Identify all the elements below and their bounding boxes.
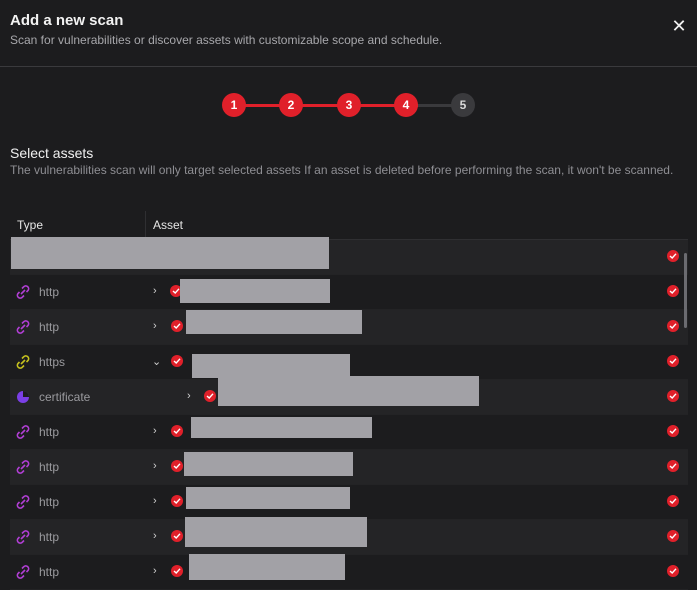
check-circle-icon[interactable] — [171, 495, 183, 507]
redacted-asset — [186, 310, 362, 334]
check-circle-icon[interactable] — [667, 355, 679, 367]
step-3[interactable]: 3 — [337, 93, 361, 117]
link-icon — [16, 425, 30, 439]
type-label: http — [39, 460, 60, 474]
check-circle-icon[interactable] — [667, 530, 679, 542]
redacted-asset — [218, 376, 479, 406]
column-header-type: Type — [17, 218, 44, 232]
check-circle-icon[interactable] — [171, 530, 183, 542]
modal-header: Add a new scan Scan for vulnerabilities … — [0, 0, 697, 67]
link-icon — [16, 565, 30, 579]
check-circle-icon[interactable] — [667, 390, 679, 402]
table-row[interactable]: http › — [10, 310, 688, 345]
check-circle-icon[interactable] — [667, 285, 679, 297]
type-label: http — [39, 565, 60, 579]
step-4[interactable]: 4 — [394, 93, 418, 117]
redacted-asset — [11, 237, 329, 269]
chevron-right-icon[interactable]: › — [153, 495, 157, 507]
check-circle-icon[interactable] — [171, 355, 183, 367]
check-circle-icon[interactable] — [667, 495, 679, 507]
scrollbar[interactable] — [684, 253, 687, 328]
check-circle-icon[interactable] — [171, 425, 183, 437]
chevron-right-icon[interactable]: › — [153, 565, 157, 577]
check-circle-icon[interactable] — [667, 320, 679, 332]
table-row[interactable]: http › — [10, 415, 688, 450]
table-row[interactable]: https ⌄ — [10, 345, 688, 380]
redacted-asset — [192, 354, 350, 378]
table-row[interactable]: certificate › — [10, 376, 688, 415]
type-label: http — [39, 320, 60, 334]
link-icon — [16, 320, 30, 334]
chevron-down-icon[interactable]: ⌄ — [152, 356, 162, 368]
check-circle-icon[interactable] — [667, 460, 679, 472]
check-circle-icon[interactable] — [171, 460, 183, 472]
step-5[interactable]: 5 — [451, 93, 475, 117]
check-circle-icon[interactable] — [667, 425, 679, 437]
redacted-asset — [186, 487, 350, 509]
link-icon — [16, 460, 30, 474]
table-row[interactable]: http › — [10, 517, 688, 555]
stepper-remaining-line — [418, 104, 464, 107]
link-icon — [16, 285, 30, 299]
check-circle-icon[interactable] — [667, 250, 679, 262]
chevron-right-icon[interactable]: › — [153, 530, 157, 542]
check-circle-icon[interactable] — [204, 390, 216, 402]
chevron-right-icon[interactable]: › — [153, 460, 157, 472]
table-row[interactable]: http › — [10, 450, 688, 485]
type-label: http — [39, 285, 60, 299]
check-circle-icon[interactable] — [667, 565, 679, 577]
table-row[interactable]: http › — [10, 554, 688, 590]
redacted-asset — [185, 517, 367, 547]
section-description: The vulnerabilities scan will only targe… — [10, 163, 674, 177]
check-circle-icon[interactable] — [170, 285, 182, 297]
certificate-icon — [16, 390, 30, 404]
chevron-right-icon[interactable]: › — [153, 425, 157, 437]
step-1[interactable]: 1 — [222, 93, 246, 117]
table-header: Type Asset — [10, 211, 688, 240]
section-title: Select assets — [10, 145, 94, 161]
type-label: http — [39, 425, 60, 439]
link-icon — [16, 355, 30, 369]
modal-title: Add a new scan — [10, 12, 124, 29]
chevron-right-icon[interactable]: › — [153, 320, 157, 332]
type-label: certificate — [39, 390, 91, 404]
chevron-right-icon[interactable]: › — [187, 390, 191, 402]
table-row[interactable]: http › — [10, 485, 688, 520]
stepper: 1 2 3 4 5 — [222, 93, 476, 117]
check-circle-icon[interactable] — [171, 565, 183, 577]
check-circle-icon[interactable] — [171, 320, 183, 332]
type-label: http — [39, 530, 60, 544]
step-2[interactable]: 2 — [279, 93, 303, 117]
assets-table: Type Asset http › http › — [10, 211, 688, 590]
redacted-asset — [184, 452, 353, 476]
table-row[interactable]: http › — [10, 275, 688, 310]
column-header-asset: Asset — [153, 218, 184, 232]
column-divider — [145, 211, 146, 239]
link-icon — [16, 495, 30, 509]
type-label: https — [39, 355, 66, 369]
type-label: http — [39, 495, 60, 509]
redacted-asset — [191, 417, 372, 438]
table-row[interactable] — [10, 237, 688, 275]
modal-subtitle: Scan for vulnerabilities or discover ass… — [10, 33, 443, 47]
redacted-asset — [189, 554, 345, 580]
redacted-asset — [180, 279, 330, 303]
link-icon — [16, 530, 30, 544]
chevron-right-icon[interactable]: › — [153, 285, 157, 297]
stepper-progress-line — [234, 104, 418, 107]
close-icon[interactable]: ✕ — [671, 16, 687, 36]
